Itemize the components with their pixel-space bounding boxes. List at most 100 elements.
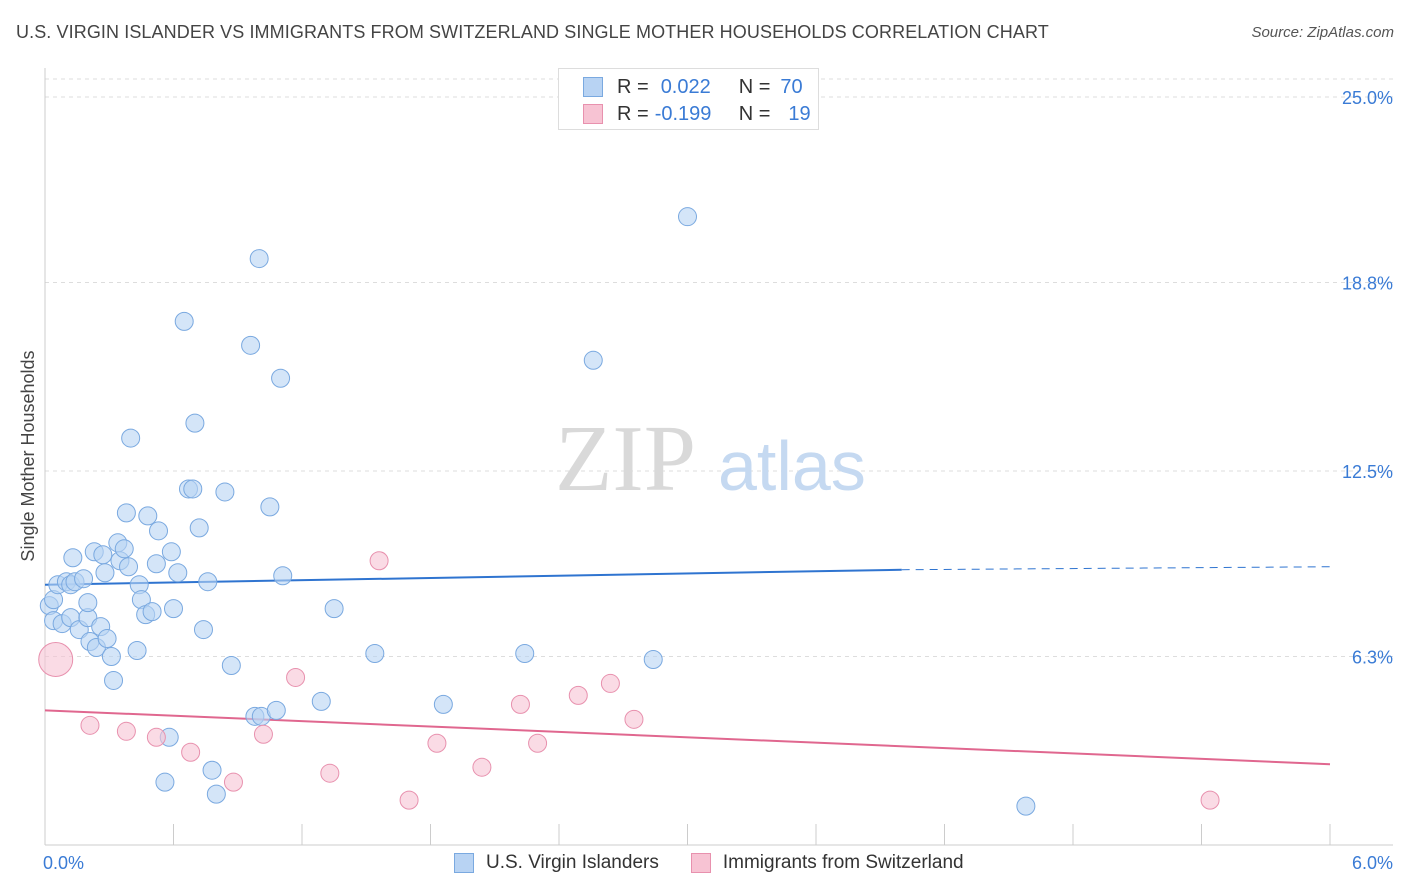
series-label: Immigrants from Switzerland: [722, 852, 964, 873]
point-switzerland: [399, 790, 419, 810]
point-virgin-islanders: [1016, 796, 1036, 816]
point-virgin-islanders: [149, 521, 169, 541]
point-virgin-islanders: [97, 629, 117, 649]
point-virgin-islanders: [78, 593, 98, 613]
chart-title: U.S. VIRGIN ISLANDER VS IMMIGRANTS FROM …: [16, 22, 1049, 42]
point-virgin-islanders: [74, 569, 94, 589]
legend-swatch-pink: [583, 104, 603, 124]
point-virgin-islanders: [260, 497, 280, 517]
point-virgin-islanders: [183, 479, 203, 499]
axis-layer: 6.3% 12.5% 18.8% 25.0% 0.0% 6.0%: [43, 68, 1393, 873]
point-virgin-islanders: [215, 482, 235, 502]
point-virgin-islanders: [168, 563, 188, 583]
point-virgin-islanders: [101, 647, 121, 667]
point-virgin-islanders: [116, 503, 136, 523]
point-virgin-islanders: [365, 644, 385, 664]
point-switzerland: [146, 727, 166, 747]
point-virgin-islanders: [142, 602, 162, 622]
y-tick-label: 18.8%: [1342, 274, 1393, 294]
legend-n-value: 70: [780, 75, 803, 98]
point-virgin-islanders: [161, 542, 181, 562]
source-credit: Source: ZipAtlas.com: [1251, 24, 1394, 41]
point-virgin-islanders: [95, 563, 115, 583]
watermark-atlas: atlas: [718, 427, 866, 505]
point-virgin-islanders: [198, 572, 218, 592]
point-switzerland: [38, 641, 74, 677]
point-virgin-islanders: [155, 772, 175, 792]
point-switzerland: [320, 763, 340, 783]
point-switzerland: [80, 715, 100, 735]
legend-r-label: R =: [617, 102, 649, 125]
point-virgin-islanders: [266, 700, 286, 720]
legend-r-value: 0.022: [660, 75, 711, 98]
y-tick-label: 6.3%: [1352, 648, 1393, 668]
legend-n-label: N =: [738, 75, 771, 98]
grid-layer: [45, 78, 1393, 658]
point-switzerland: [181, 742, 201, 762]
point-switzerland: [286, 667, 306, 687]
correlation-legend: R = 0.022 N = 70 R = -0.199 N = 19: [558, 68, 819, 130]
points-layer: [38, 207, 1220, 816]
legend-row-virgin-islanders: R = 0.022 N = 70: [583, 75, 803, 99]
point-virgin-islanders: [271, 368, 291, 388]
point-virgin-islanders: [185, 413, 205, 433]
watermark: ZIP atlas: [555, 407, 866, 511]
point-switzerland: [223, 772, 243, 792]
point-virgin-islanders: [93, 545, 113, 565]
x-tick-label: 0.0%: [43, 853, 84, 873]
point-switzerland: [369, 551, 389, 571]
point-virgin-islanders: [583, 350, 603, 370]
point-switzerland: [510, 694, 530, 714]
y-tick-label: 25.0%: [1342, 88, 1393, 108]
point-virgin-islanders: [273, 566, 293, 586]
legend-n-label: N =: [738, 102, 771, 125]
point-virgin-islanders: [119, 557, 139, 577]
series-legend-item-virgin-islanders: U.S. Virgin Islanders: [454, 852, 659, 874]
series-label: U.S. Virgin Islanders: [486, 852, 659, 873]
legend-n-value: 19: [788, 102, 811, 125]
point-virgin-islanders: [515, 644, 535, 664]
point-virgin-islanders: [104, 670, 124, 690]
point-virgin-islanders: [63, 548, 83, 568]
point-virgin-islanders: [241, 335, 261, 355]
point-virgin-islanders: [146, 554, 166, 574]
trend-line-virgin-islanders-extension: [901, 566, 1331, 571]
watermark-zip: ZIP: [555, 407, 696, 511]
series-legend-item-switzerland: Immigrants from Switzerland: [690, 852, 964, 874]
point-virgin-islanders: [221, 655, 241, 675]
y-axis-title: Single Mother Households: [18, 350, 38, 561]
y-tick-label: 12.5%: [1342, 462, 1393, 482]
point-switzerland: [1200, 790, 1220, 810]
legend-swatch-blue: [583, 77, 603, 97]
point-virgin-islanders: [127, 641, 147, 661]
point-switzerland: [568, 685, 588, 705]
point-virgin-islanders: [174, 311, 194, 331]
point-virgin-islanders: [643, 649, 663, 669]
point-switzerland: [528, 733, 548, 753]
point-virgin-islanders: [189, 518, 209, 538]
point-switzerland: [427, 733, 447, 753]
point-switzerland: [253, 724, 273, 744]
point-switzerland: [624, 709, 644, 729]
legend-r-value: -0.199: [654, 102, 712, 125]
series-swatch-pink: [690, 853, 711, 873]
point-virgin-islanders: [138, 506, 158, 526]
point-virgin-islanders: [433, 694, 453, 714]
point-switzerland: [472, 757, 492, 777]
trend-line-virgin-islanders: [44, 568, 902, 586]
point-virgin-islanders: [121, 428, 141, 448]
point-virgin-islanders: [206, 784, 226, 804]
legend-row-switzerland: R = -0.199 N = 19: [583, 102, 811, 126]
point-virgin-islanders: [678, 207, 697, 227]
x-tick-label: 6.0%: [1352, 853, 1393, 873]
point-virgin-islanders: [164, 599, 183, 619]
point-virgin-islanders: [193, 620, 213, 640]
point-virgin-islanders: [311, 691, 331, 711]
point-virgin-islanders: [249, 249, 269, 269]
point-virgin-islanders: [324, 599, 344, 619]
point-virgin-islanders: [114, 539, 134, 559]
trend-line-switzerland: [44, 709, 1331, 766]
point-virgin-islanders: [202, 760, 222, 780]
point-switzerland: [600, 673, 620, 693]
